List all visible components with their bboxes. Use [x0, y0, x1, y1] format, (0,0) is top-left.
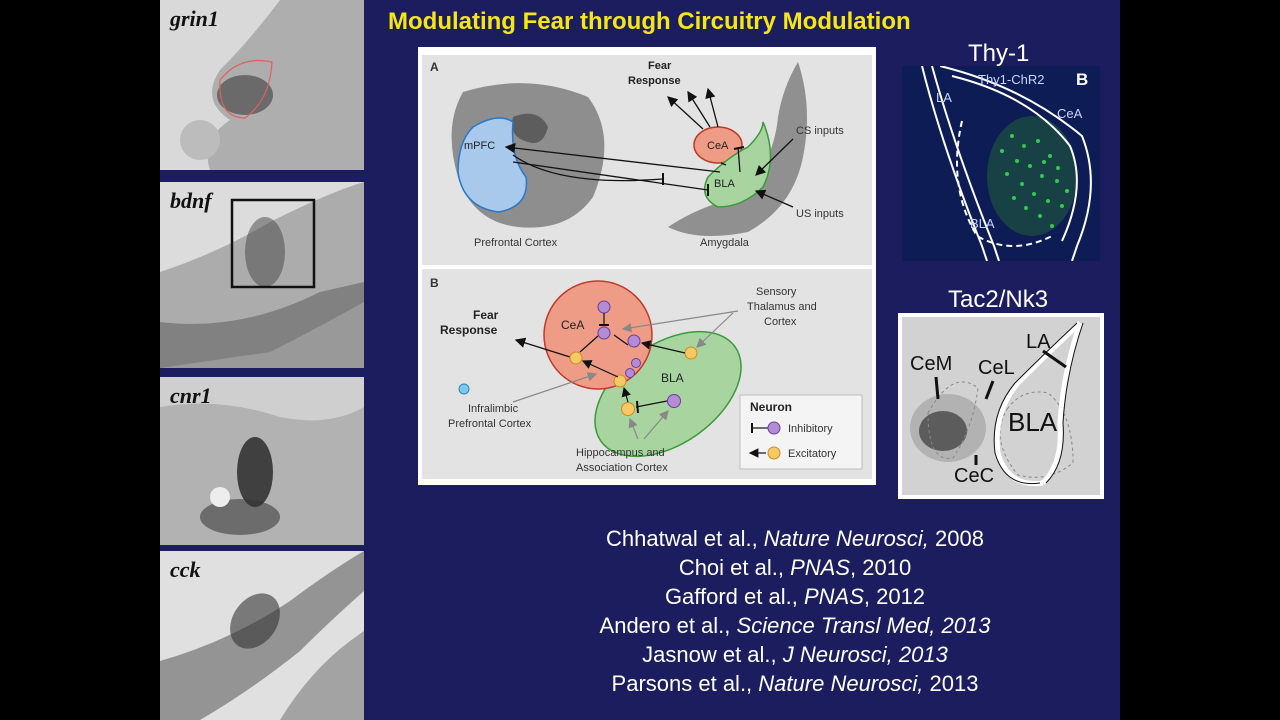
- reference-journal: Science Transl Med, 2013: [736, 613, 991, 638]
- legend-title: Neuron: [750, 400, 792, 414]
- us-inputs-label: US inputs: [796, 208, 844, 220]
- amygdala-shape: [668, 62, 807, 236]
- roi-box: [230, 198, 316, 289]
- tac2-cel-label: CeL: [978, 357, 1015, 379]
- thy1-cea-label: CeA: [1057, 106, 1083, 121]
- reference-journal: PNAS: [790, 555, 851, 580]
- prefrontal-cortex-label: Prefrontal Cortex: [474, 237, 558, 249]
- reference-authors: Choi et al.,: [678, 555, 791, 580]
- gene-label: cck: [170, 557, 201, 582]
- grin1-panel: grin1: [160, 0, 364, 170]
- hippocampus-line1: Hippocampus and: [576, 447, 665, 459]
- reference-item: Gafford et al., PNAS, 2012: [540, 582, 1050, 611]
- legend-excitatory-marker: [767, 446, 781, 460]
- inhibitory-neurons: [597, 300, 681, 408]
- reference-authors: Gafford et al.,: [664, 584, 804, 609]
- cck-panel: cck: [160, 551, 364, 720]
- reference-year: 2008: [928, 526, 984, 551]
- reference-journal: Nature Neurosci,: [763, 526, 929, 551]
- reference-authors: Chhatwal et al.,: [606, 526, 764, 551]
- thy1-image: Thy1-ChR2 B LA CeA BLA: [902, 66, 1100, 261]
- bla-label-b: BLA: [661, 371, 684, 385]
- reference-journal: Nature Neurosci,: [758, 671, 924, 696]
- hippocampus-line2: Association Cortex: [576, 462, 668, 474]
- neuron-legend: [739, 394, 863, 470]
- tac2-cec-label: CeC: [954, 465, 995, 487]
- cck-image: [160, 551, 364, 720]
- fear-response-b-line1: Fear: [473, 308, 499, 322]
- infralimbic-line1: Infralimbic: [468, 403, 519, 415]
- amygdala-label: Amygdala: [700, 237, 750, 249]
- reference-authors: Jasnow et al.,: [642, 642, 783, 667]
- tac2-bla-label: BLA: [1008, 407, 1058, 437]
- reference-item: Parsons et al., Nature Neurosci, 2013: [540, 669, 1050, 698]
- bdnf-image: [160, 182, 364, 368]
- fear-response-a-line2: Response: [628, 75, 681, 87]
- prefrontal-inner-shape: [512, 113, 548, 143]
- bla-label: BLA: [714, 178, 735, 190]
- infralimbic-line2: Prefrontal Cortex: [448, 418, 532, 430]
- cs-inputs-label: CS inputs: [796, 125, 844, 137]
- thy1-image-svg: [902, 66, 1100, 261]
- fear-response-a-line1: Fear: [648, 60, 672, 72]
- thy1-panel-letter: B: [1076, 70, 1089, 89]
- gene-label: cnr1: [170, 383, 212, 408]
- slide-title: Modulating Fear through Circuitry Modula…: [388, 8, 911, 35]
- infralimbic-neuron-marker: [458, 383, 470, 395]
- panel-b-letter: B: [430, 276, 439, 290]
- sensory-line1: Sensory: [756, 286, 797, 298]
- thy1-bla-label: BLA: [970, 216, 995, 231]
- references: Chhatwal et al., Nature Neurosci, 2008 C…: [540, 524, 1050, 698]
- reference-year: 2013: [923, 671, 979, 696]
- mpfc-region: [457, 117, 528, 213]
- reference-item: Choi et al., PNAS, 2010: [540, 553, 1050, 582]
- grin1-image: [160, 0, 364, 170]
- legend-excitatory-label: Excitatory: [788, 448, 837, 460]
- tac2-cem-label: CeM: [910, 353, 953, 375]
- cea-label: CeA: [707, 140, 729, 152]
- reference-item: Andero et al., Science Transl Med, 2013: [540, 611, 1050, 640]
- reference-authors: Andero et al.,: [599, 613, 737, 638]
- reference-journal: PNAS: [803, 584, 864, 609]
- reference-item: Chhatwal et al., Nature Neurosci, 2008: [540, 524, 1050, 553]
- excitatory-neurons: [569, 346, 698, 416]
- tac2-la-label: LA: [1026, 331, 1051, 353]
- circuit-diagram-svg: A mPFC CeA BLA Fear Response: [422, 55, 872, 479]
- bla-region: [703, 121, 772, 208]
- thy1-title: Thy-1: [968, 40, 1030, 67]
- reference-year: , 2012: [863, 584, 926, 609]
- mpfc-label: mPFC: [464, 140, 495, 152]
- slide: grin1 bdnf cnr1 cck Modulating: [160, 0, 1120, 720]
- reference-authors: Parsons et al.,: [611, 671, 759, 696]
- tac2-title: Tac2/Nk3: [948, 286, 1049, 313]
- tac2-image: CeM CeL LA BLA CeC: [898, 313, 1104, 499]
- legend-inhibitory-label: Inhibitory: [788, 423, 833, 435]
- tac2-image-svg: [902, 317, 1100, 495]
- fear-response-b-line2: Response: [440, 323, 498, 337]
- thy1-sublabel: Thy1-ChR2: [978, 72, 1045, 87]
- sensory-line3: Cortex: [764, 316, 797, 328]
- cnr1-panel: cnr1: [160, 377, 364, 545]
- reference-item: Jasnow et al., J Neurosci, 2013: [540, 640, 1050, 669]
- circuit-diagram: A mPFC CeA BLA Fear Response: [418, 47, 876, 485]
- reference-year: , 2010: [850, 555, 912, 580]
- cea-label-b: CeA: [561, 318, 584, 332]
- gene-label: bdnf: [170, 188, 212, 213]
- bdnf-panel: bdnf: [160, 182, 364, 368]
- reference-journal: J Neurosci, 2013: [782, 642, 948, 667]
- cnr1-image: [160, 377, 364, 545]
- thy1-la-label: LA: [936, 90, 952, 105]
- panel-a-letter: A: [430, 60, 439, 74]
- sensory-line2: Thalamus and: [747, 301, 817, 313]
- legend-inhibitory-marker: [767, 421, 781, 435]
- gene-label: grin1: [170, 6, 219, 31]
